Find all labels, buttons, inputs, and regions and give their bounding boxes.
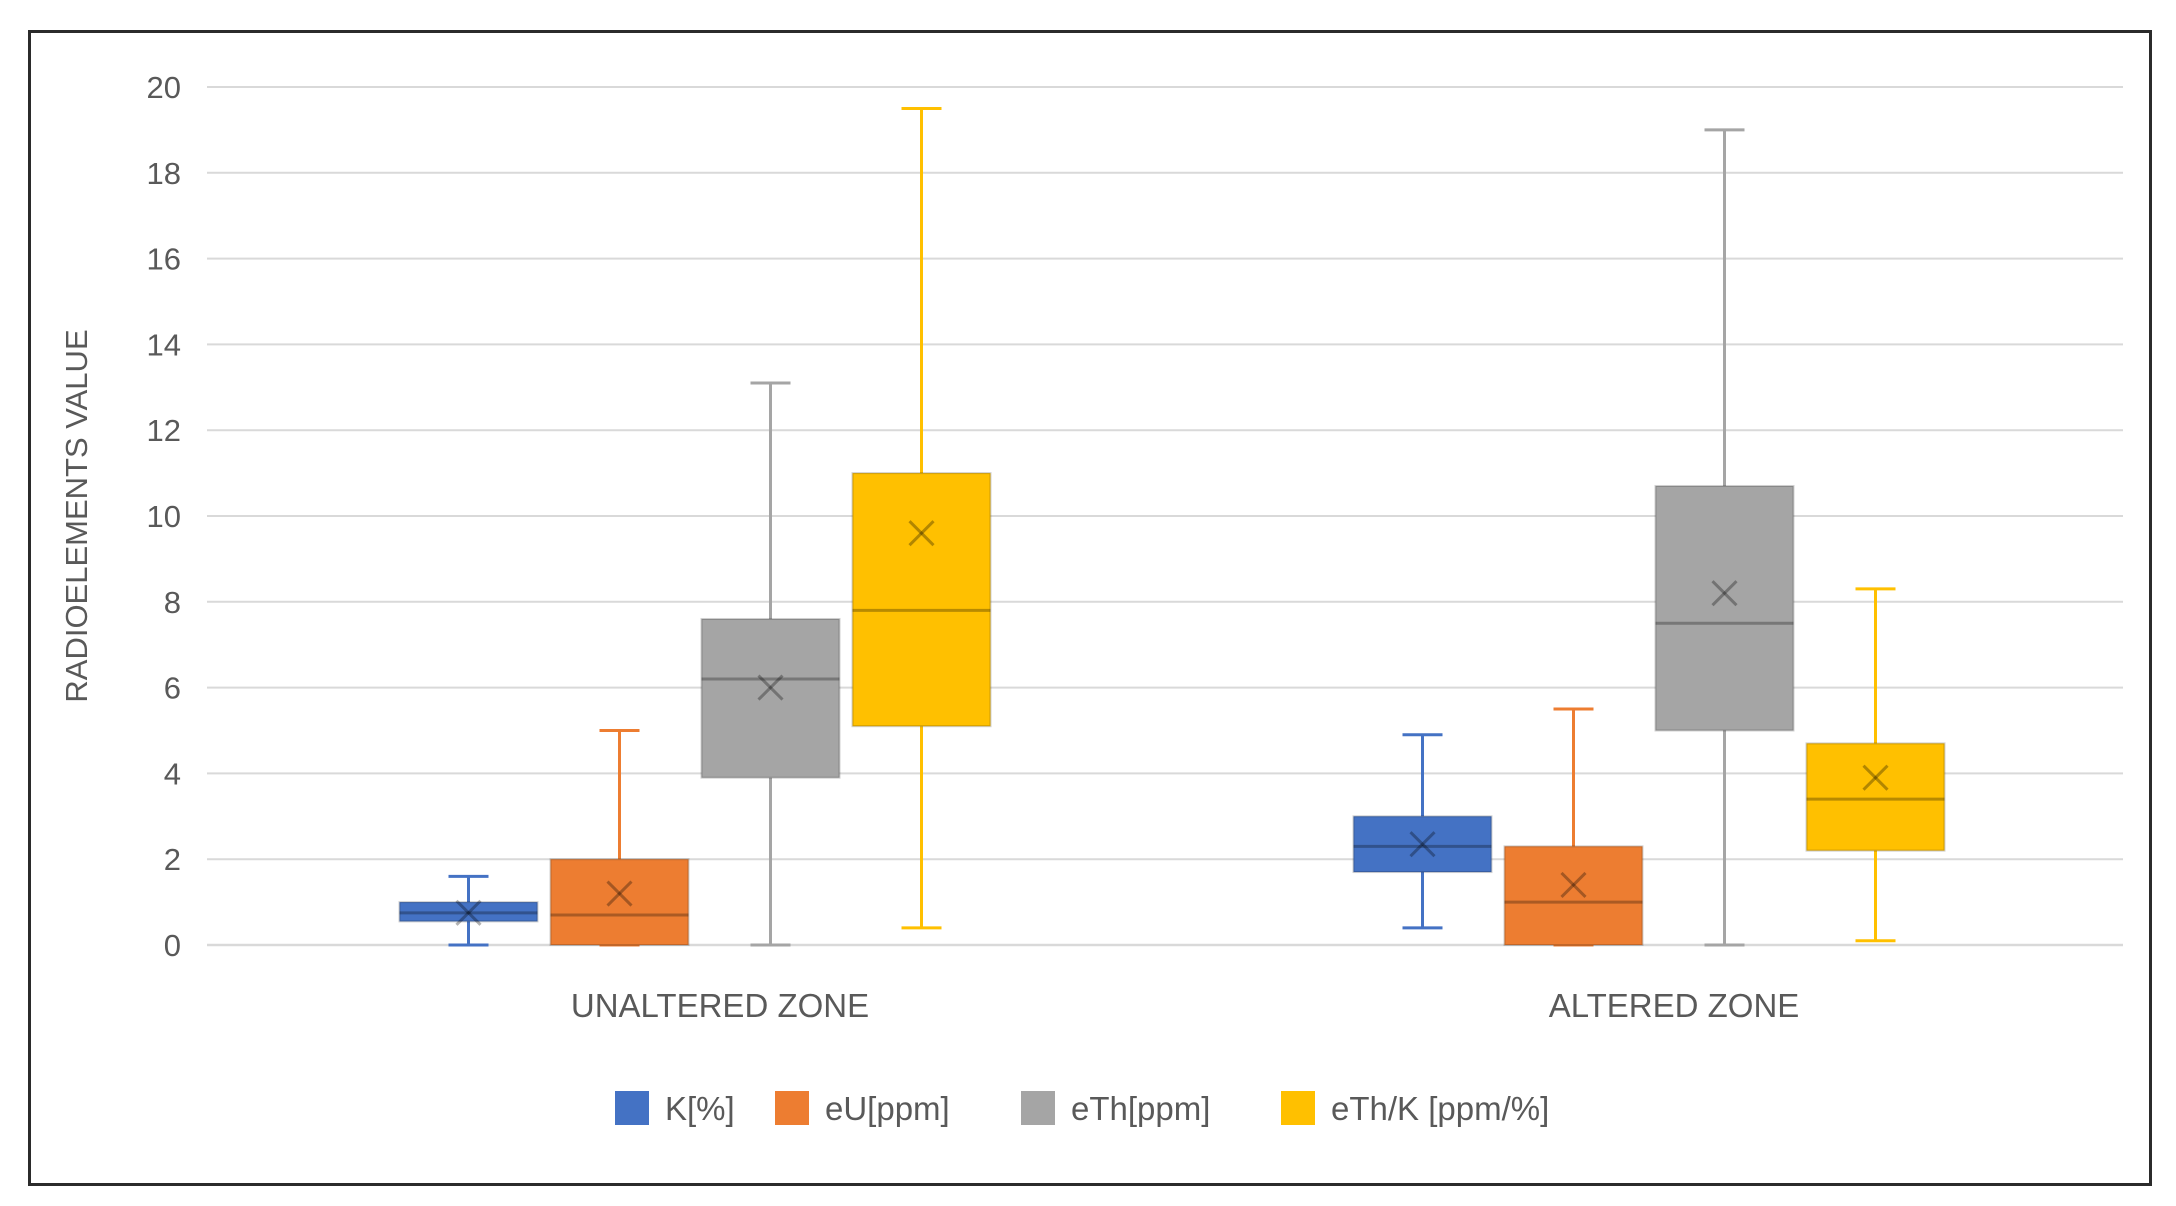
legend-label: eTh[ppm] bbox=[1071, 1090, 1210, 1127]
mean-marker bbox=[1862, 764, 1889, 791]
category-label: UNALTERED ZONE bbox=[571, 987, 869, 1024]
legend-label: K[%] bbox=[665, 1090, 735, 1127]
box-2-1 bbox=[1654, 128, 1795, 947]
box-3-1 bbox=[1805, 587, 1946, 943]
y-tick-label: 12 bbox=[147, 413, 181, 448]
y-tick-label: 4 bbox=[164, 756, 181, 791]
legend-item: K[%] bbox=[615, 1090, 735, 1127]
y-tick-label: 2 bbox=[164, 842, 181, 877]
y-tick-label: 10 bbox=[147, 499, 181, 534]
iqr-box bbox=[1805, 742, 1946, 852]
iqr-box bbox=[1352, 815, 1493, 874]
iqr-box bbox=[398, 901, 539, 923]
x-axis-categories: UNALTERED ZONE ALTERED ZONE bbox=[571, 987, 1799, 1024]
iqr-box bbox=[851, 472, 992, 728]
y-tick-label: 14 bbox=[147, 327, 181, 362]
iqr-box bbox=[549, 858, 690, 947]
chart-frame: 0 2 4 6 8 10 12 14 16 18 20 UNALTERED ZONE ALTERED … bbox=[28, 30, 2152, 1186]
y-axis-ticks: 0 2 4 6 8 10 12 14 16 18 20 bbox=[147, 70, 181, 963]
legend-swatch bbox=[1021, 1091, 1055, 1125]
mean-marker bbox=[757, 674, 784, 701]
mean-marker bbox=[1409, 831, 1436, 858]
gridlines bbox=[207, 86, 2123, 947]
mean-marker bbox=[1560, 871, 1587, 899]
iqr-box bbox=[1503, 845, 1644, 947]
series-0 bbox=[398, 733, 1493, 947]
box-0-0 bbox=[398, 874, 539, 947]
iqr-box bbox=[1654, 484, 1795, 732]
legend-swatch bbox=[615, 1091, 649, 1125]
box-1-0 bbox=[549, 729, 690, 947]
legend-item: eTh/K [ppm/%] bbox=[1281, 1090, 1549, 1127]
legend-label: eU[ppm] bbox=[825, 1090, 950, 1127]
legend-label: eTh/K [ppm/%] bbox=[1331, 1090, 1549, 1127]
y-tick-label: 0 bbox=[164, 928, 181, 963]
y-tick-label: 18 bbox=[147, 156, 181, 191]
box-0-1 bbox=[1352, 733, 1493, 930]
y-axis-title: RADIOELEMENTS VALUE bbox=[59, 329, 94, 702]
box-series bbox=[398, 106, 1946, 947]
series-2 bbox=[700, 128, 1795, 947]
series-3 bbox=[851, 106, 1946, 943]
box-plot-chart: 0 2 4 6 8 10 12 14 16 18 20 UNALTERED ZONE ALTERED … bbox=[59, 70, 2123, 1127]
y-tick-label: 6 bbox=[164, 671, 181, 706]
legend-item: eTh[ppm] bbox=[1021, 1090, 1210, 1127]
y-tick-label: 8 bbox=[164, 585, 181, 620]
mean-marker bbox=[1711, 580, 1738, 607]
series-1 bbox=[549, 707, 1644, 947]
legend-swatch bbox=[1281, 1091, 1315, 1125]
y-tick-label: 16 bbox=[147, 242, 181, 277]
iqr-box bbox=[700, 617, 841, 779]
mean-marker bbox=[908, 520, 935, 547]
legend-swatch bbox=[775, 1091, 809, 1125]
y-tick-label: 20 bbox=[147, 70, 181, 105]
mean-marker bbox=[455, 899, 482, 926]
legend: K[%] eU[ppm] eTh[ppm] eTh/K [ppm/%] bbox=[615, 1090, 1549, 1127]
box-2-0 bbox=[700, 381, 841, 947]
legend-item: eU[ppm] bbox=[775, 1090, 950, 1127]
mean-marker bbox=[606, 880, 633, 907]
box-1-1 bbox=[1503, 707, 1644, 947]
box-3-0 bbox=[851, 106, 992, 930]
category-label: ALTERED ZONE bbox=[1549, 987, 1800, 1024]
